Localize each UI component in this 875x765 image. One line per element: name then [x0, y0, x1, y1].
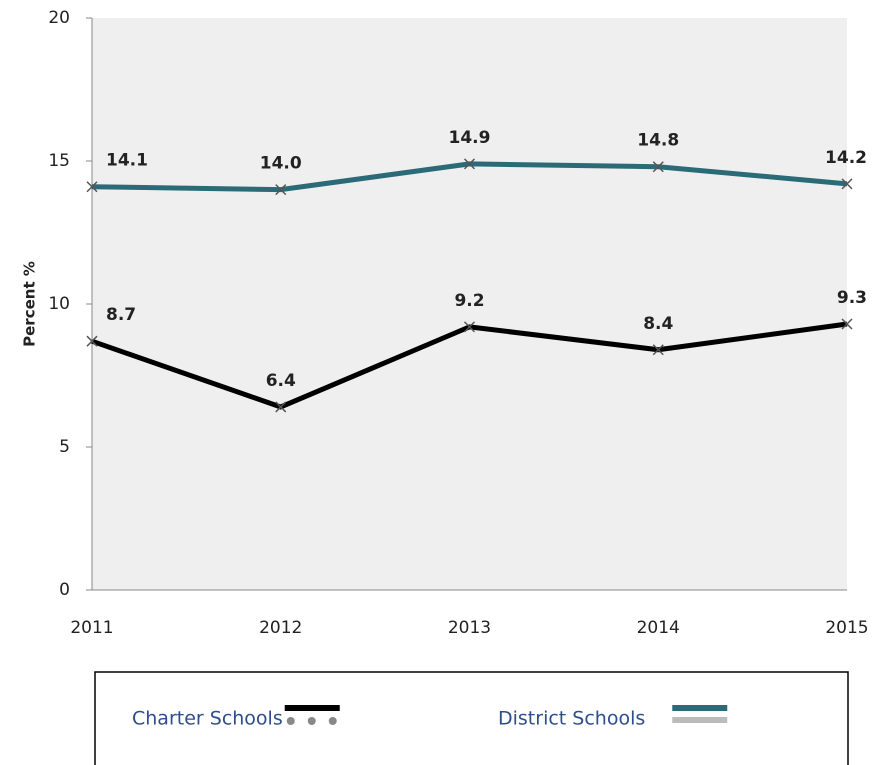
point-marker [275, 184, 287, 196]
legend-swatch-dot [286, 717, 295, 725]
point-marker [463, 321, 476, 333]
value-label: 8.7 [106, 305, 136, 325]
point-marker [841, 318, 853, 330]
value-label: 9.2 [454, 291, 484, 311]
y-tick-label: 10 [48, 294, 70, 314]
x-tick-label: 2011 [70, 618, 113, 638]
legend-swatch [284, 705, 340, 711]
value-label: 14.8 [637, 131, 679, 151]
x-tick-label: 2014 [637, 618, 680, 638]
y-tick-label: 5 [59, 437, 70, 457]
legend-box [94, 671, 849, 765]
y-tick-label: 15 [48, 151, 70, 171]
y-tick-label: 20 [48, 8, 70, 28]
legend-label: Charter Schools [132, 708, 283, 730]
legend-swatch-dot [307, 717, 316, 725]
point-marker [275, 401, 287, 413]
x-tick-label: 2015 [825, 618, 868, 638]
value-label: 8.4 [643, 314, 673, 334]
value-label: 14.1 [106, 151, 148, 171]
point-marker [86, 181, 98, 193]
x-tick-label: 2012 [259, 618, 302, 638]
x-tick-label: 2013 [448, 618, 491, 638]
value-label: 14.0 [260, 154, 302, 174]
point-marker [463, 158, 476, 170]
point-marker [652, 344, 664, 356]
y-tick-label: 0 [59, 580, 70, 600]
plot-background [92, 18, 847, 590]
point-marker [86, 335, 98, 347]
point-marker [652, 161, 664, 173]
legend-label: District Schools [498, 708, 645, 730]
value-label: 6.4 [266, 371, 296, 391]
value-label: 9.3 [837, 288, 867, 308]
legend-swatch [672, 705, 728, 711]
point-marker [841, 178, 853, 190]
value-label: 14.9 [449, 128, 491, 148]
y-axis-label: Percent % [21, 261, 39, 347]
value-label: 14.2 [825, 148, 867, 168]
legend-swatch-dot [328, 717, 337, 725]
legend-swatch-alt [672, 717, 728, 723]
